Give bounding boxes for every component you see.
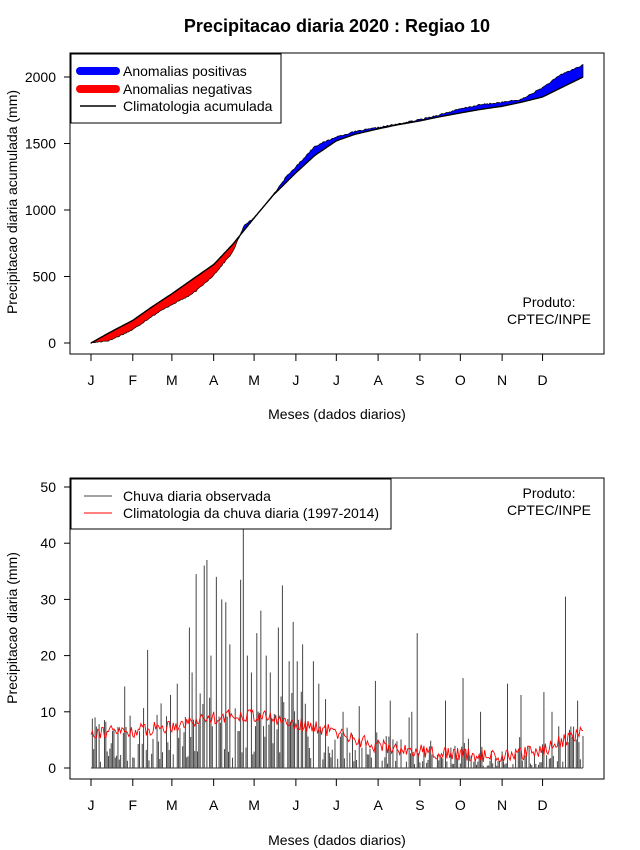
top-plot-frame: [69, 52, 605, 355]
top-x-tick-label: J: [292, 372, 299, 388]
top-y-tick-label: 1500: [25, 136, 56, 152]
top-legend: Anomalias positivas Anomalias negativas …: [70, 53, 282, 124]
bottom-x-tick-label: N: [497, 797, 507, 813]
bottom-legend: Chuva diaria observada Climatologia da c…: [70, 478, 392, 530]
bottom-x-tick-label: M: [248, 797, 260, 813]
top-x-tick-label: F: [129, 372, 138, 388]
bottom-y-axis-label: Precipitacao diaria (mm): [4, 552, 20, 704]
bottom-x-tick-label: J: [88, 797, 95, 813]
top-x-axis-label: Meses (dados diarios): [268, 406, 406, 422]
accumulated-climatology: [90, 76, 584, 344]
chart-title: Precipitacao diaria 2020 : Regiao 10: [184, 16, 490, 36]
top-x-tick-label: J: [333, 372, 340, 388]
top-legend-box: [70, 53, 282, 124]
top-x-tick-label: N: [497, 372, 507, 388]
top-x-tick-label: D: [537, 372, 547, 388]
climatology-cumulative-line: [90, 76, 584, 344]
bottom-product-label: Produto:: [523, 485, 576, 501]
bottom-y-tick-label: 30: [40, 591, 56, 607]
top-x-tick-label: S: [415, 372, 424, 388]
bottom-x-tick-label: S: [415, 797, 424, 813]
top-x-tick-label: J: [88, 372, 95, 388]
top-x-tick-label: M: [166, 372, 178, 388]
bottom-x-tick-label: M: [166, 797, 178, 813]
legend-label-positive: Anomalias positivas: [123, 63, 247, 79]
bottom-x-tick-label: A: [209, 797, 219, 813]
top-y-tick-label: 0: [48, 335, 56, 351]
top-product-source: CPTEC/INPE: [507, 311, 591, 327]
top-y-tick-label: 1000: [25, 202, 56, 218]
legend-label-observed: Chuva diaria observada: [123, 488, 271, 504]
bottom-y-tick-label: 50: [40, 479, 56, 495]
bottom-x-tick-label: D: [537, 797, 547, 813]
bottom-legend-box: [70, 478, 392, 530]
bottom-y-tick-label: 10: [40, 704, 56, 720]
top-y-tick-label: 500: [33, 269, 57, 285]
bottom-x-tick-label: O: [455, 797, 466, 813]
bottom-y-tick-label: 20: [40, 648, 56, 664]
top-product-label: Produto:: [523, 294, 576, 310]
bottom-x-tick-label: F: [129, 797, 138, 813]
bottom-x-axis-label: Meses (dados diarios): [268, 832, 406, 848]
bottom-x-tick-label: J: [292, 797, 299, 813]
daily-climatology-curve: [90, 708, 584, 763]
bottom-y-axis: 0 10 20 30 40 50: [40, 479, 70, 776]
legend-label-daily-climatology: Climatologia da chuva diaria (1997-2014): [123, 505, 379, 521]
bottom-product-source: CPTEC/INPE: [507, 502, 591, 518]
bottom-y-tick-label: 40: [40, 535, 56, 551]
top-y-axis-label: Precipitacao diaria acumulada (mm): [4, 90, 20, 314]
legend-label-climatology: Climatologia acumulada: [123, 98, 273, 114]
negative-anomaly-area: [90, 235, 240, 344]
observed-daily-bars: [91, 526, 584, 769]
top-y-axis: 0 500 1000 1500 2000: [25, 69, 70, 351]
bottom-plot-frame: [69, 477, 605, 780]
bottom-x-tick-label: A: [373, 797, 383, 813]
positive-anomaly-area: [272, 63, 584, 197]
top-x-tick-label: M: [248, 372, 260, 388]
top-x-tick-label: A: [209, 372, 219, 388]
top-x-tick-label: A: [373, 372, 383, 388]
daily-climatology-line: [90, 708, 584, 763]
legend-label-negative: Anomalias negativas: [123, 81, 252, 97]
bottom-y-tick-label: 0: [48, 760, 56, 776]
top-y-tick-label: 2000: [25, 69, 56, 85]
top-x-tick-label: O: [455, 372, 466, 388]
bottom-x-tick-label: J: [333, 797, 340, 813]
